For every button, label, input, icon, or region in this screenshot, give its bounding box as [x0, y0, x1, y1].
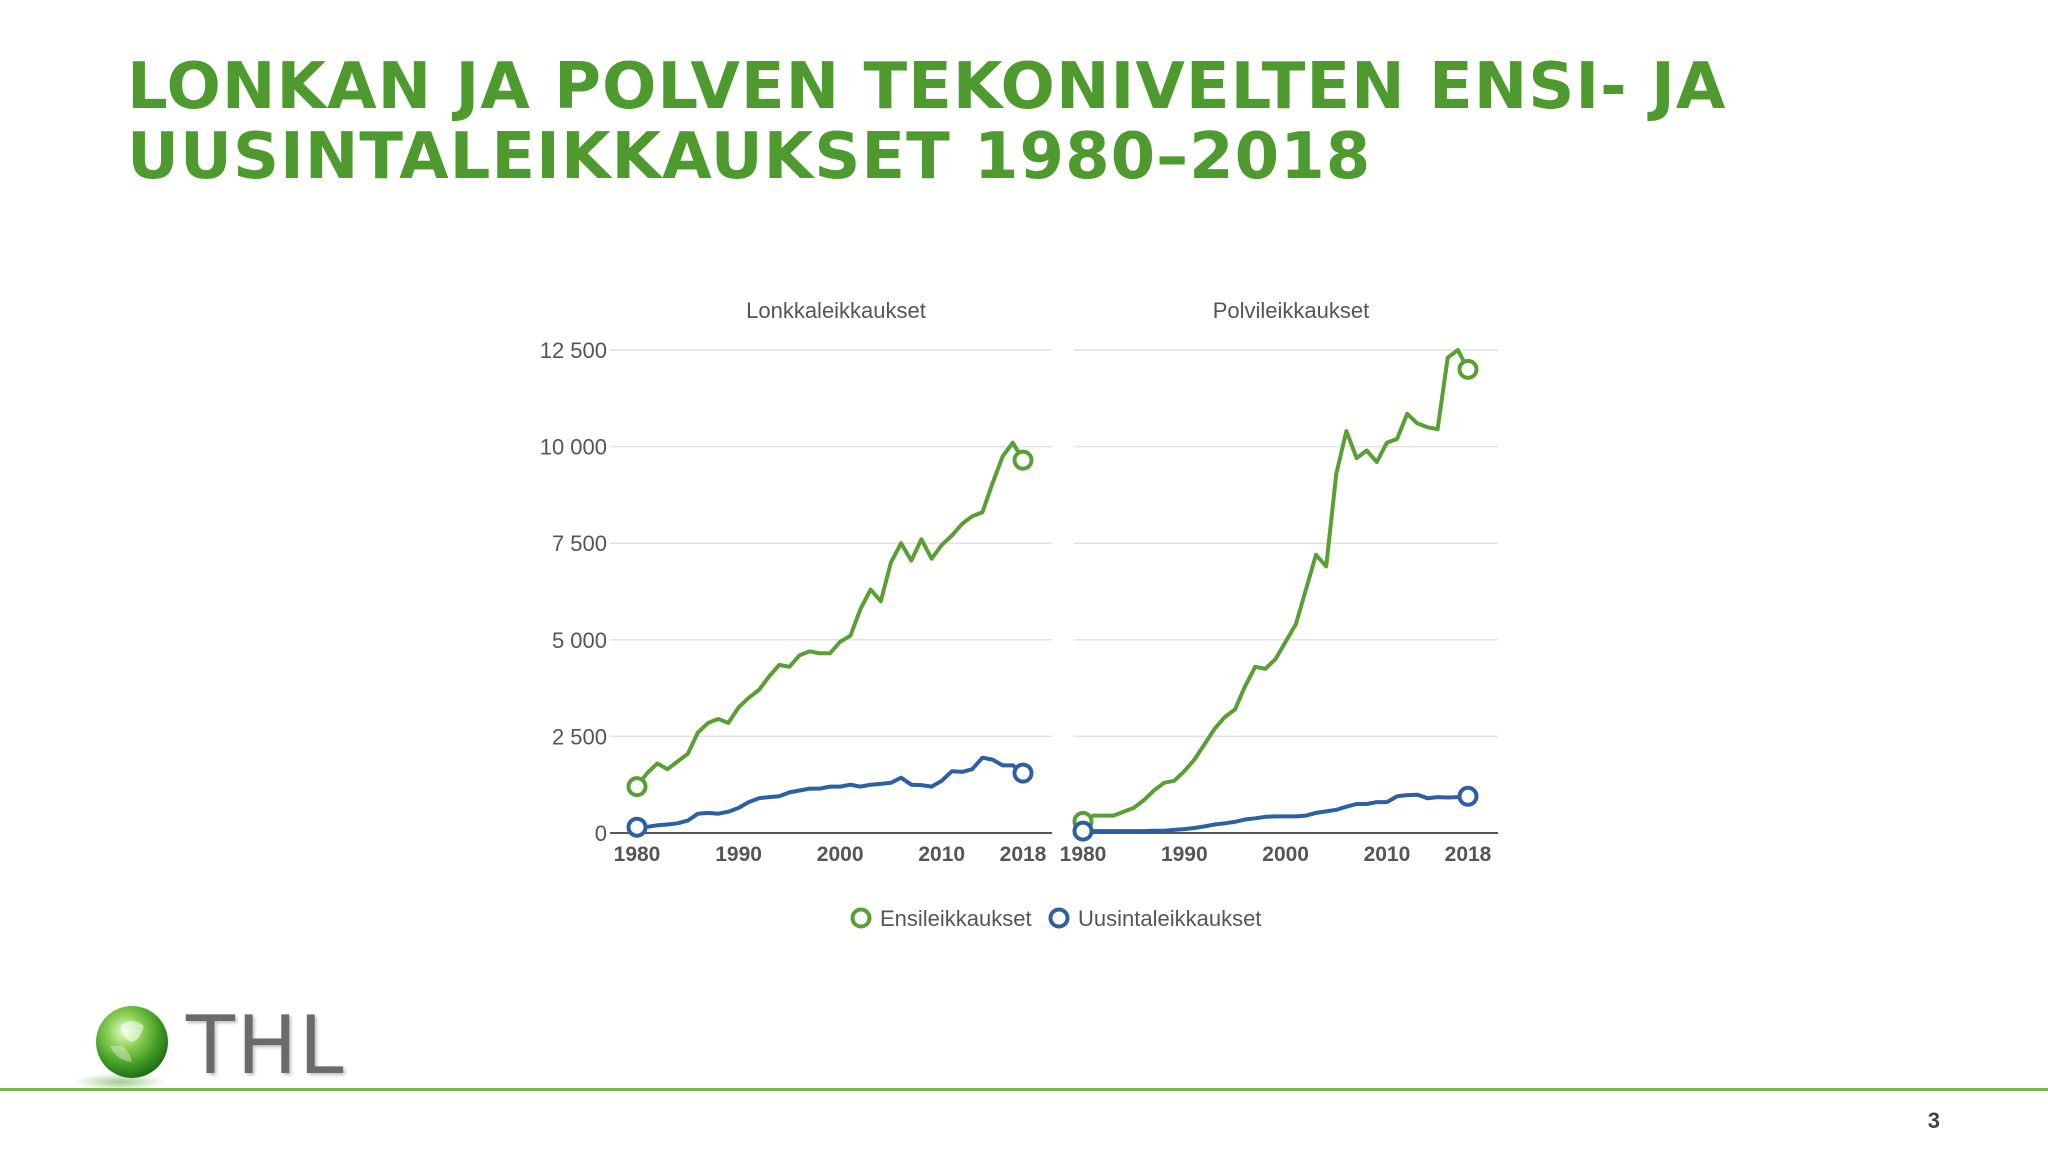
y-tick-label: 7 500: [552, 531, 607, 556]
data-point: [1012, 449, 1034, 471]
slide-title-line-2: UUSINTALEIKKAUKSET 1980–2018: [127, 120, 1372, 194]
data-point: [1012, 762, 1034, 784]
data-point: [1457, 785, 1479, 807]
thl-logo-icon: [74, 1006, 168, 1091]
data-point: [626, 776, 648, 798]
footer-divider: [0, 1088, 2048, 1091]
y-tick-label: 2 500: [552, 724, 607, 749]
x-tick-label: 2000: [1262, 843, 1309, 866]
series-line: [1081, 792, 1470, 834]
y-tick-label: 12 500: [540, 338, 607, 363]
x-tick-label: 2018: [1000, 843, 1047, 866]
x-tick-label: 1990: [1161, 843, 1208, 866]
x-tick-label: 2010: [918, 843, 965, 866]
slide-title: LONKAN JA POLVEN TEKONIVELTEN ENSI- JA U…: [127, 52, 1927, 192]
y-tick-label: 10 000: [540, 435, 607, 460]
x-tick-label: 2000: [817, 843, 864, 866]
x-tick-label: 2018: [1445, 843, 1492, 866]
x-tick-label: 2010: [1364, 843, 1411, 866]
series-line: [1081, 348, 1470, 824]
series-line: [635, 755, 1025, 830]
logo-text: THL: [186, 999, 346, 1092]
data-point: [1457, 358, 1479, 380]
y-tick-label: 5 000: [552, 628, 607, 653]
legend-marker: [1048, 907, 1070, 929]
slide-title-line-1: LONKAN JA POLVEN TEKONIVELTEN ENSI- JA: [127, 50, 1727, 124]
y-tick-label: 0: [595, 821, 607, 846]
x-tick-label: 1980: [1060, 843, 1107, 866]
x-tick-label: 1990: [715, 843, 762, 866]
panel-title: Lonkkaleikkaukset: [746, 298, 926, 323]
series-line: [635, 440, 1025, 789]
page-number: 3: [1927, 1108, 1940, 1133]
panel-title: Polvileikkaukset: [1213, 298, 1370, 323]
x-tick-label: 1980: [614, 843, 661, 866]
legend-label: Ensileikkaukset: [880, 906, 1032, 931]
data-point: [1072, 820, 1094, 842]
legend-marker: [850, 907, 872, 929]
legend-label: Uusintaleikkaukset: [1078, 906, 1261, 931]
data-point: [626, 816, 648, 838]
